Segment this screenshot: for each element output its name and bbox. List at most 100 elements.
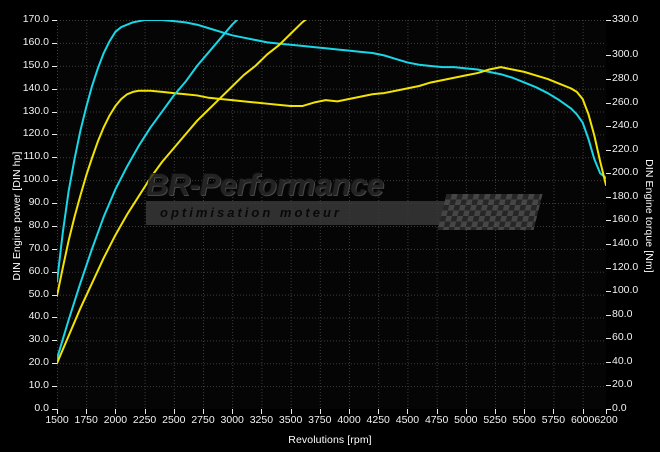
y-tick-left: 170.0 [22,13,49,25]
x-tick: 5000 [454,414,478,426]
tick-mark [52,180,57,182]
tick-mark [606,196,611,198]
y-tick-right: 160.0 [612,213,639,226]
y-tick-left: 30.0 [28,333,49,346]
plot-area [57,20,606,409]
tick-mark [606,102,611,104]
x-tick: 3250 [249,414,274,426]
x-tick: 4000 [337,414,361,426]
tick-mark [495,409,497,414]
x-tick: 2250 [132,414,157,426]
y-tick-right: 120.0 [612,260,639,273]
y-tick-right: 40.0 [612,354,633,367]
tick-mark [52,88,57,90]
y-tick-left: 20.0 [28,356,49,369]
tick-mark [436,409,438,414]
series-line [57,66,606,297]
tick-mark [52,271,57,273]
tick-mark [52,409,57,410]
tick-mark [52,20,57,21]
y-tick-right: 20.0 [612,378,633,391]
tick-mark [52,203,57,205]
y-tick-left: 40.0 [28,310,49,323]
tick-mark [606,409,607,414]
tick-mark [606,173,611,175]
tick-mark [52,134,57,136]
tick-mark [378,409,380,414]
tick-mark [606,78,611,80]
y-tick-left: 110.0 [23,150,50,163]
tick-mark [606,409,611,410]
x-tick: 5250 [483,414,507,426]
y-tick-left: 120.0 [22,127,49,140]
tick-mark [606,149,611,151]
tick-mark [86,409,88,414]
tick-mark [606,338,611,340]
y-tick-right: 60.0 [612,331,633,344]
x-tick: 2500 [162,414,186,426]
tick-mark [52,157,57,159]
x-tick: 2000 [103,414,128,426]
tick-mark [52,111,57,113]
tick-mark [52,42,57,44]
x-tick: 3750 [308,414,332,426]
tick-mark [349,409,351,414]
tick-mark [52,363,57,365]
tick-mark [52,340,57,342]
y-tick-left: 130.0 [22,104,49,117]
y-tick-left: 0.0 [34,402,49,414]
tick-mark [261,409,263,414]
tick-mark [52,65,57,67]
y-tick-left: 70.0 [28,241,49,254]
x-tick: 2750 [191,414,215,426]
tick-mark [173,409,175,414]
y-tick-right: 80.0 [612,307,633,320]
tick-mark [52,386,57,388]
series-line [57,20,606,283]
x-tick: 6200 [594,414,618,426]
y-tick-left: 80.0 [28,218,49,231]
y-tick-left: 10.0 [28,379,49,392]
tick-mark [582,409,584,414]
plot-svg [57,20,606,409]
tick-mark [606,20,611,21]
y-tick-right: 260.0 [612,95,639,108]
tick-mark [52,225,57,227]
tick-mark [606,126,611,128]
y-tick-right: 220.0 [612,142,639,155]
tick-mark [203,409,204,414]
tick-mark [144,409,146,414]
x-tick: 3000 [220,414,244,426]
series-line [57,20,239,360]
y-tick-right: 140.0 [612,236,639,249]
tick-mark [232,409,234,414]
tick-mark [57,409,58,414]
tick-mark [290,409,292,414]
y-tick-right: 300.0 [612,48,639,61]
y-tick-left: 100.0 [22,173,49,186]
y-tick-left: 160.0 [22,35,49,48]
tick-mark [606,243,611,245]
y-tick-right: 180.0 [612,189,639,202]
y-tick-right: 200.0 [612,166,639,179]
tick-mark [319,409,321,414]
x-axis-title: Revolutions [rpm] [288,434,372,446]
x-tick: 3500 [278,414,303,426]
y-tick-right: 0.0 [612,402,627,414]
y-tick-right: 240.0 [612,119,639,132]
x-tick: 4750 [424,414,449,426]
tick-mark [52,294,57,296]
tick-mark [465,409,467,414]
y-tick-left: 60.0 [28,264,49,277]
tick-mark [52,317,57,319]
y-tick-right: 100.0 [612,284,639,297]
x-tick: 5750 [541,414,566,426]
x-tick: 6000 [570,414,595,426]
tick-mark [553,409,555,414]
tick-mark [606,361,611,363]
x-tick: 1750 [74,414,98,426]
y-tick-right: 280.0 [612,71,639,84]
tick-mark [52,248,57,250]
x-tick: 4500 [395,414,420,426]
